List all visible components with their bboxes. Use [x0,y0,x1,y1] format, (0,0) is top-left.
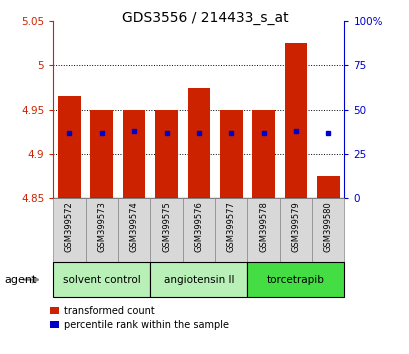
Bar [247,198,279,262]
Text: GSM399579: GSM399579 [291,201,300,252]
Text: solvent control: solvent control [63,275,140,285]
Bar [118,198,150,262]
Text: GSM399572: GSM399572 [65,201,74,252]
Bar [58,96,81,198]
Legend: transformed count, percentile rank within the sample: transformed count, percentile rank withi… [50,306,228,330]
Bar [53,262,150,297]
Bar [150,198,182,262]
Text: angiotensin II: angiotensin II [163,275,234,285]
Bar [182,198,214,262]
Text: GSM399576: GSM399576 [194,201,203,252]
Bar [316,176,339,198]
Bar [247,262,344,297]
Text: GSM399580: GSM399580 [323,201,332,252]
Bar [155,110,178,198]
Bar [90,110,113,198]
Bar [214,198,247,262]
Bar [219,110,242,198]
Text: agent: agent [4,275,36,285]
Bar [123,110,145,198]
Bar [85,198,118,262]
Text: GSM399575: GSM399575 [162,201,171,252]
Text: torcetrapib: torcetrapib [266,275,324,285]
Text: GDS3556 / 214433_s_at: GDS3556 / 214433_s_at [121,11,288,25]
Text: GSM399578: GSM399578 [258,201,267,252]
Bar [53,198,85,262]
Bar [311,198,344,262]
Bar [279,198,311,262]
Bar [284,43,306,198]
Bar [150,262,247,297]
Text: GSM399577: GSM399577 [226,201,235,252]
Text: GSM399573: GSM399573 [97,201,106,252]
Bar [187,87,210,198]
Bar [252,110,274,198]
Text: GSM399574: GSM399574 [129,201,138,252]
